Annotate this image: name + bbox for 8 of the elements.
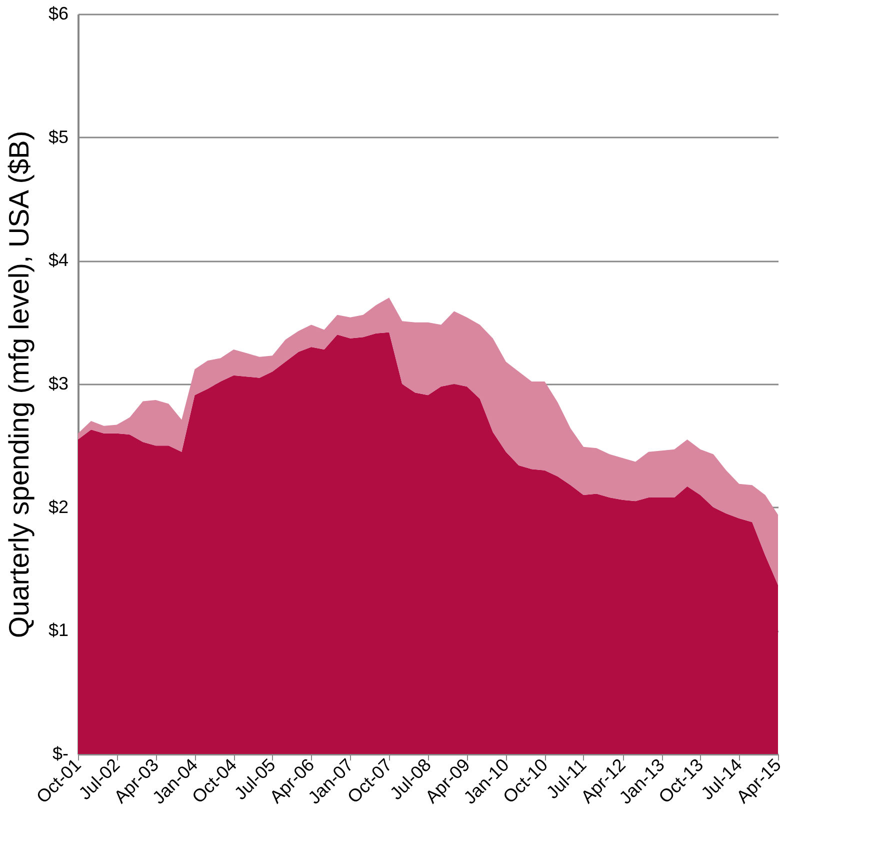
y-tick-label: $4 [48,250,68,270]
y-axis-title: Quarterly spending (mfg level), USA ($B) [3,130,34,638]
y-tick-label: $5 [48,126,68,147]
y-tick-label: $6 [48,4,68,24]
y-tick-label: $2 [48,496,68,517]
y-tick-label: $3 [48,374,68,394]
y-tick-label: $- [52,744,68,764]
y-tick-label: $1 [48,620,68,640]
